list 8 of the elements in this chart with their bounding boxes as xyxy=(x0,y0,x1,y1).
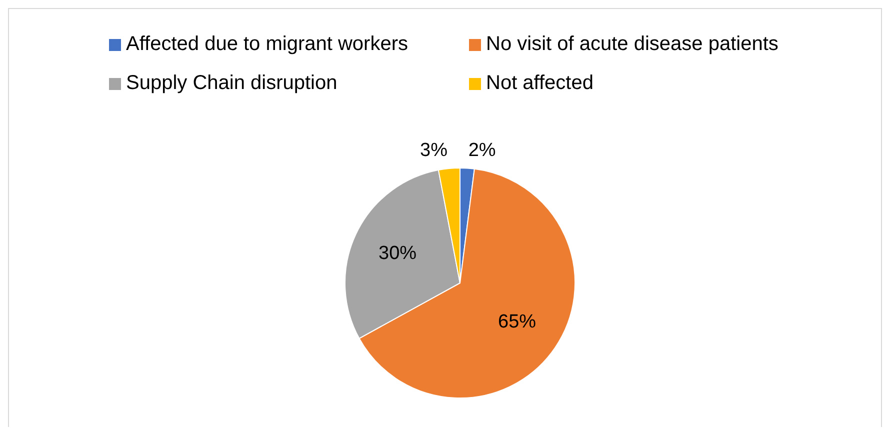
legend-label: Affected due to migrant workers xyxy=(126,33,408,56)
data-label: 65% xyxy=(498,311,536,332)
data-label: 2% xyxy=(468,140,496,161)
data-label: 30% xyxy=(378,243,417,264)
legend-label: Supply Chain disruption xyxy=(126,72,338,95)
data-label: 3% xyxy=(420,140,448,162)
legend-label: No visit of acute disease patients xyxy=(486,33,778,56)
legend-label: Not affected xyxy=(486,72,594,95)
